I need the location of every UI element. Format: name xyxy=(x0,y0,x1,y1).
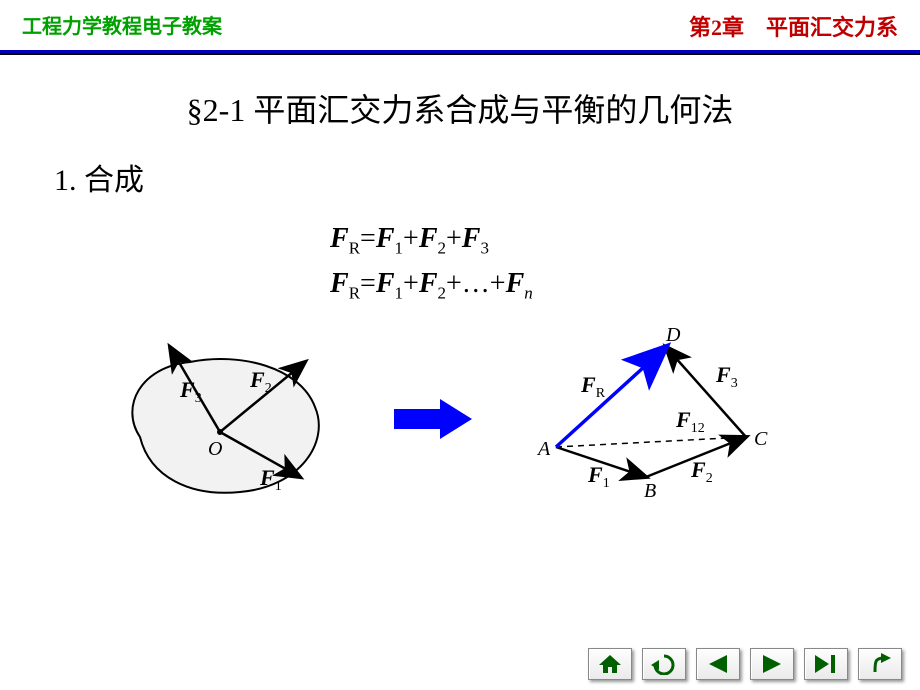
svg-text:C: C xyxy=(754,428,768,450)
equation-2: FR=F1+F2+…+Fn xyxy=(330,262,920,307)
svg-text:F2: F2 xyxy=(690,457,713,486)
subsection-1: 1. 合成 xyxy=(54,155,920,199)
header-rule-black xyxy=(0,53,920,55)
equation-1: FR=F1+F2+F3 xyxy=(330,217,920,262)
up-button[interactable] xyxy=(858,648,902,680)
svg-text:A: A xyxy=(536,438,551,460)
equations: FR=F1+F2+F3 FR=F1+F2+…+Fn xyxy=(330,217,920,307)
svg-text:FR: FR xyxy=(580,372,606,401)
nav-bar xyxy=(588,648,902,680)
figure-row: F3 F2 F1 O xyxy=(0,327,920,512)
svg-text:B: B xyxy=(644,480,656,502)
upright-icon xyxy=(867,652,893,676)
last-icon xyxy=(812,653,840,675)
home-button[interactable] xyxy=(588,648,632,680)
section-title: §2-1 平面汇交力系合成与平衡的几何法 xyxy=(0,85,920,131)
slide-header: 工程力学教程电子教案 第2章 平面汇交力系 xyxy=(0,0,920,48)
next-icon xyxy=(759,653,785,675)
svg-text:F1: F1 xyxy=(587,462,610,491)
prev-button[interactable] xyxy=(696,648,740,680)
figure-right: A B C D F1 F2 F3 F12 FR xyxy=(526,327,786,512)
next-button[interactable] xyxy=(750,648,794,680)
svg-text:D: D xyxy=(665,327,681,346)
prev-icon xyxy=(705,653,731,675)
return-button[interactable] xyxy=(642,648,686,680)
header-left: 工程力学教程电子教案 xyxy=(22,10,222,42)
figure-left: F3 F2 F1 O xyxy=(110,327,340,512)
svg-text:F12: F12 xyxy=(675,407,705,436)
implies-arrow xyxy=(390,397,476,441)
last-button[interactable] xyxy=(804,648,848,680)
header-right: 第2章 平面汇交力系 xyxy=(689,10,898,42)
svg-text:F3: F3 xyxy=(715,362,738,391)
return-icon xyxy=(649,653,679,675)
svg-text:O: O xyxy=(208,438,222,460)
home-icon xyxy=(597,653,623,675)
